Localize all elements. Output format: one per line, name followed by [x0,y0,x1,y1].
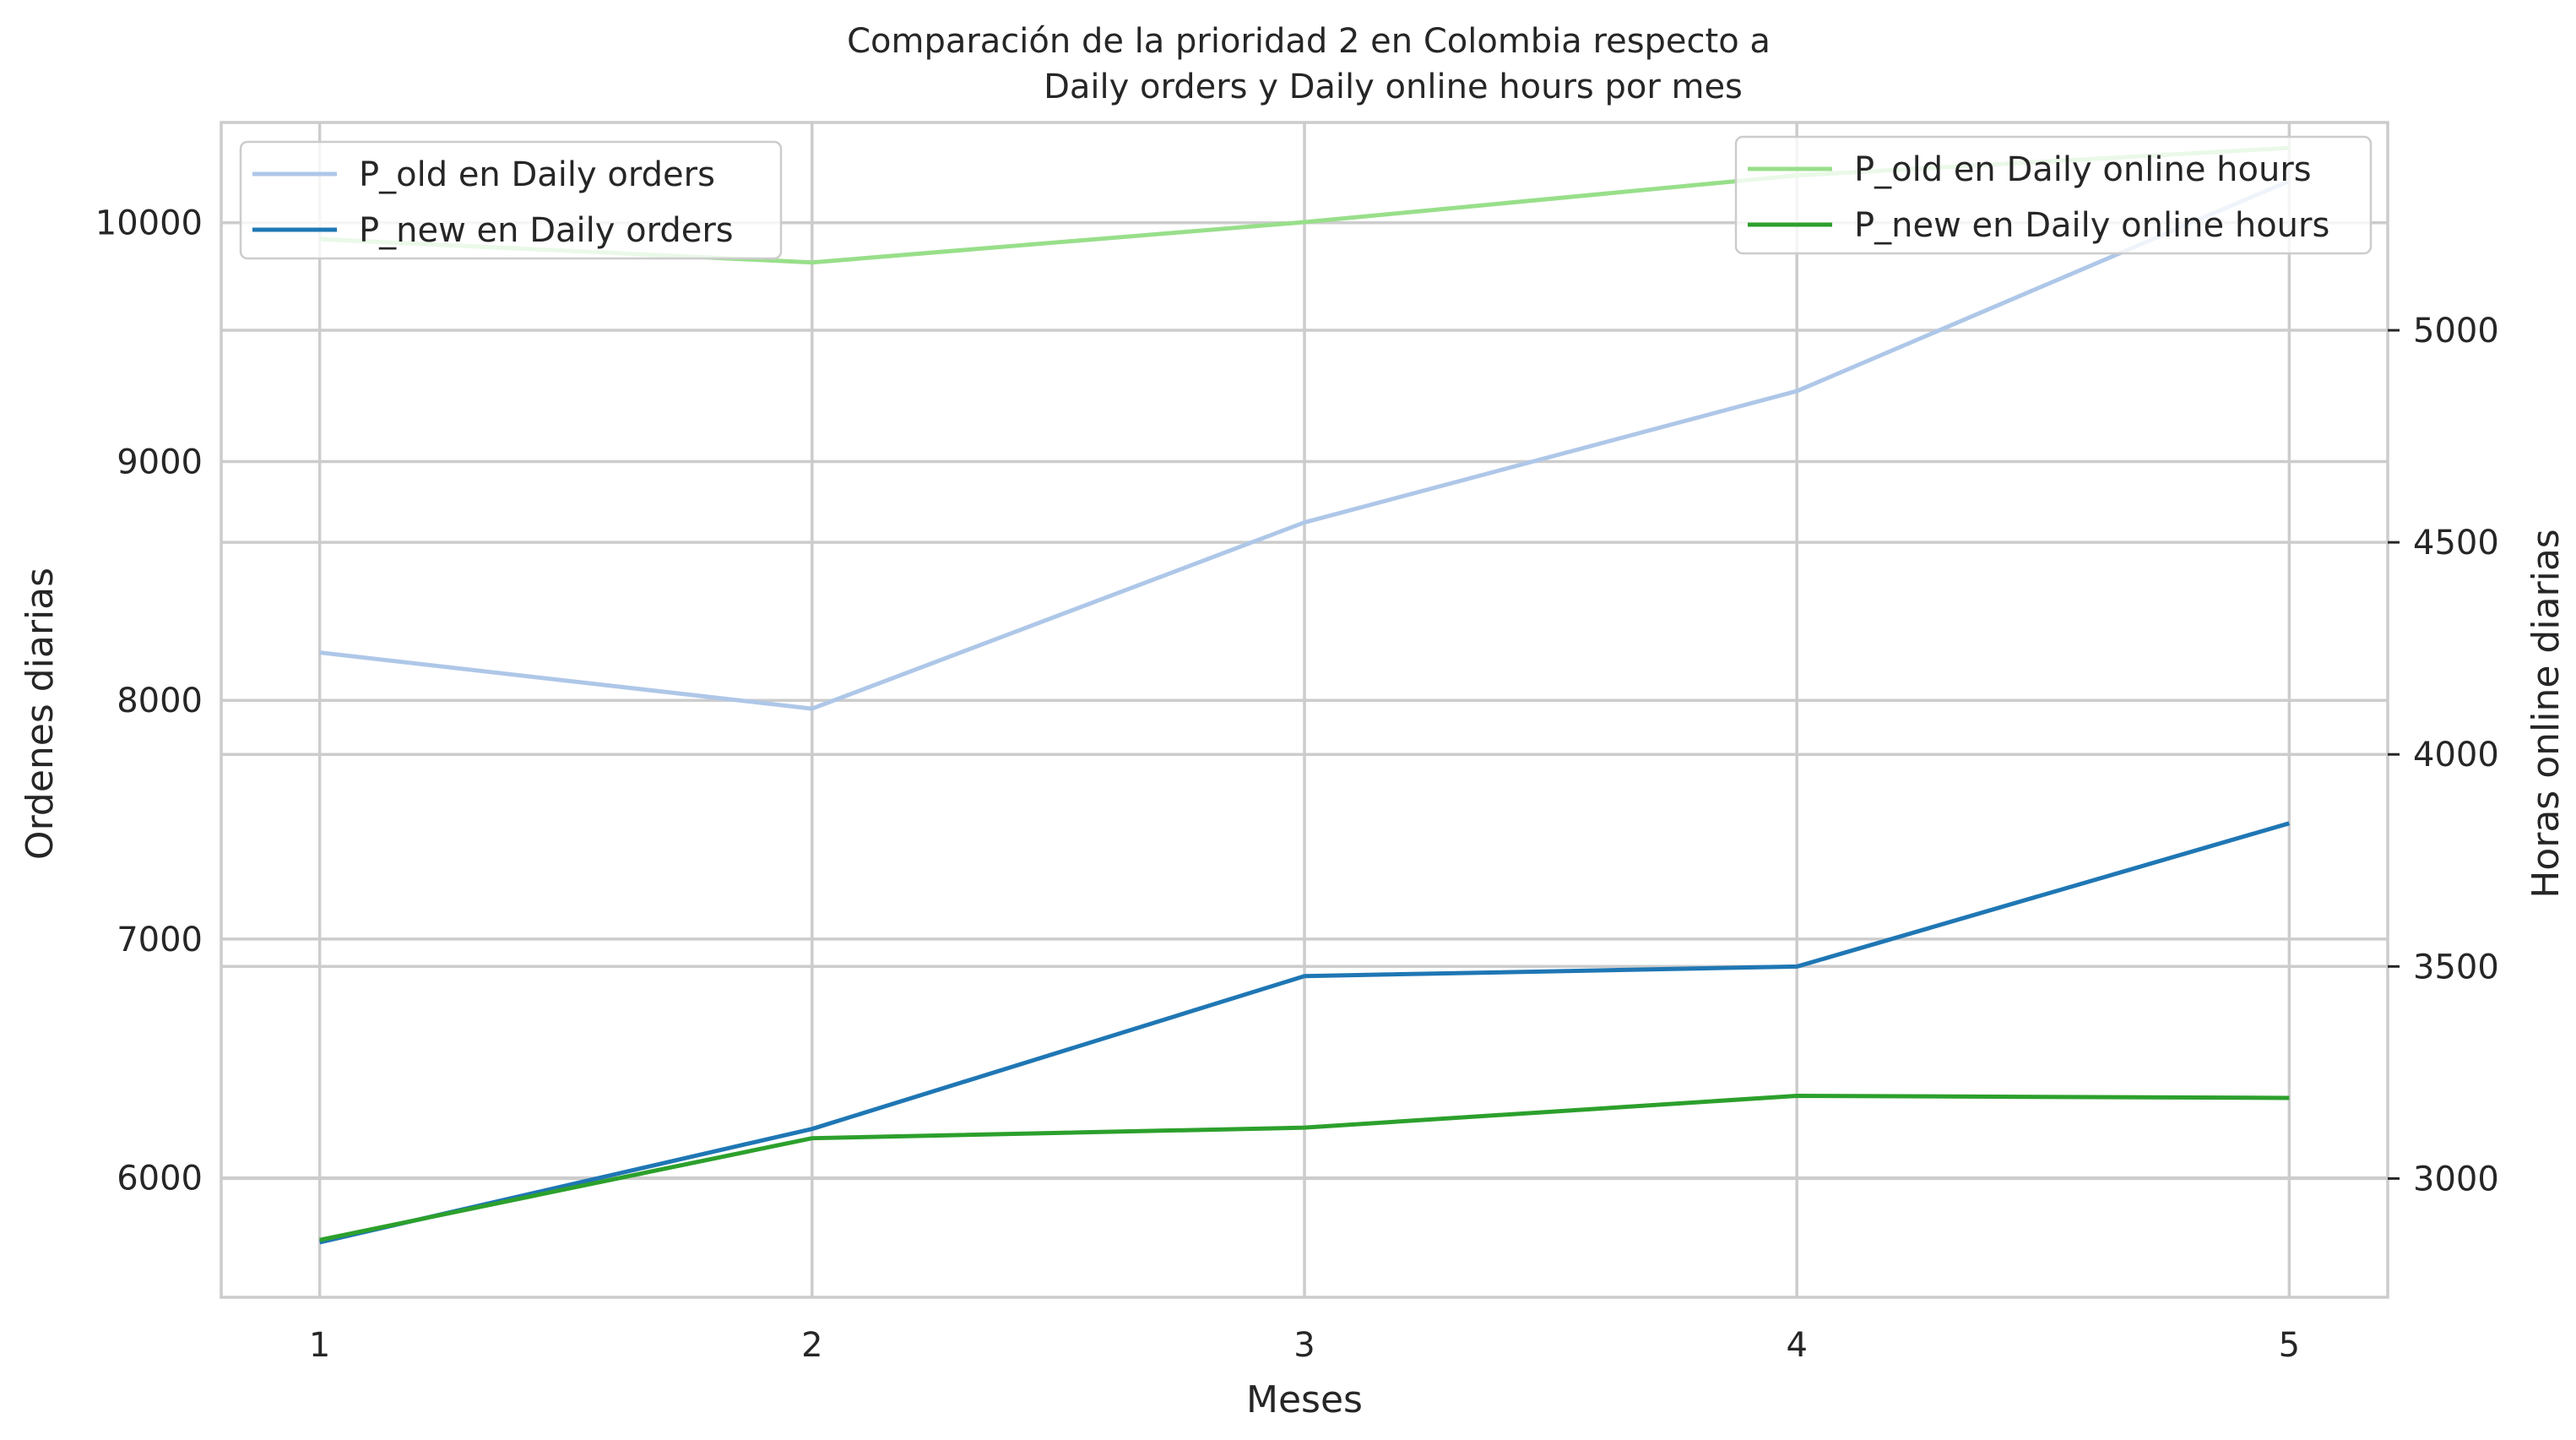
y-left-tick-label: 8000 [117,682,203,720]
legend-box [1734,135,2373,255]
y-left-tick-label: 10000 [95,204,203,243]
y-right-tick-label: 3000 [2413,1160,2499,1198]
chart-title-line-2: Daily orders y Daily online hours por me… [1044,68,1743,106]
y-right-tick-label: 4000 [2413,736,2499,774]
tick-labels: 1 2 3 4 5 6000 7000 8000 9000 10000 3000 3500 4000 45… [95,204,2499,1365]
series-line-p-new-en-daily-online-hours [319,1093,2290,1242]
y-right-tick-label: 4500 [2413,524,2499,562]
legend-entry-label: P_old en Daily online hours [1854,150,2312,189]
y-left-tick-label: 9000 [117,443,203,481]
x-tick-label: 3 [1293,1326,1315,1365]
y-left-tick-label: 7000 [117,921,203,959]
y-axis-label-left: Ordenes diarias [19,568,62,860]
y-right-tick-label: 5000 [2413,312,2499,350]
chart-title-line-1: Comparación de la prioridad 2 en Colombi… [847,22,1771,61]
legend-entry-label: P_old en Daily orders [359,155,715,194]
y-axis-label-right: Horas online diarias [2524,529,2568,899]
legend-box [239,140,783,260]
legend-entry-label: P_new en Daily orders [359,211,734,250]
x-axis-label: Meses [1246,1378,1363,1421]
series-line-p-new-en-daily-orders [319,821,2291,1245]
y-left-tick-label: 6000 [117,1160,203,1198]
y-right-tick-label: 3500 [2413,948,2499,986]
series-line-p-old-en-daily-orders [319,178,2291,711]
x-tick-label: 5 [2279,1326,2300,1365]
x-tick-label: 2 [801,1326,822,1365]
x-tick-label: 4 [1786,1326,1807,1365]
legend-right: P_old en Daily online hours P_new en Dail… [1734,135,2373,255]
plot-frame [220,121,2389,1299]
legend-left: P_old en Daily orders P_new en Daily orde… [239,140,783,260]
legend-entry-label: P_new en Daily online hours [1854,206,2329,245]
x-tick-label: 1 [309,1326,330,1365]
